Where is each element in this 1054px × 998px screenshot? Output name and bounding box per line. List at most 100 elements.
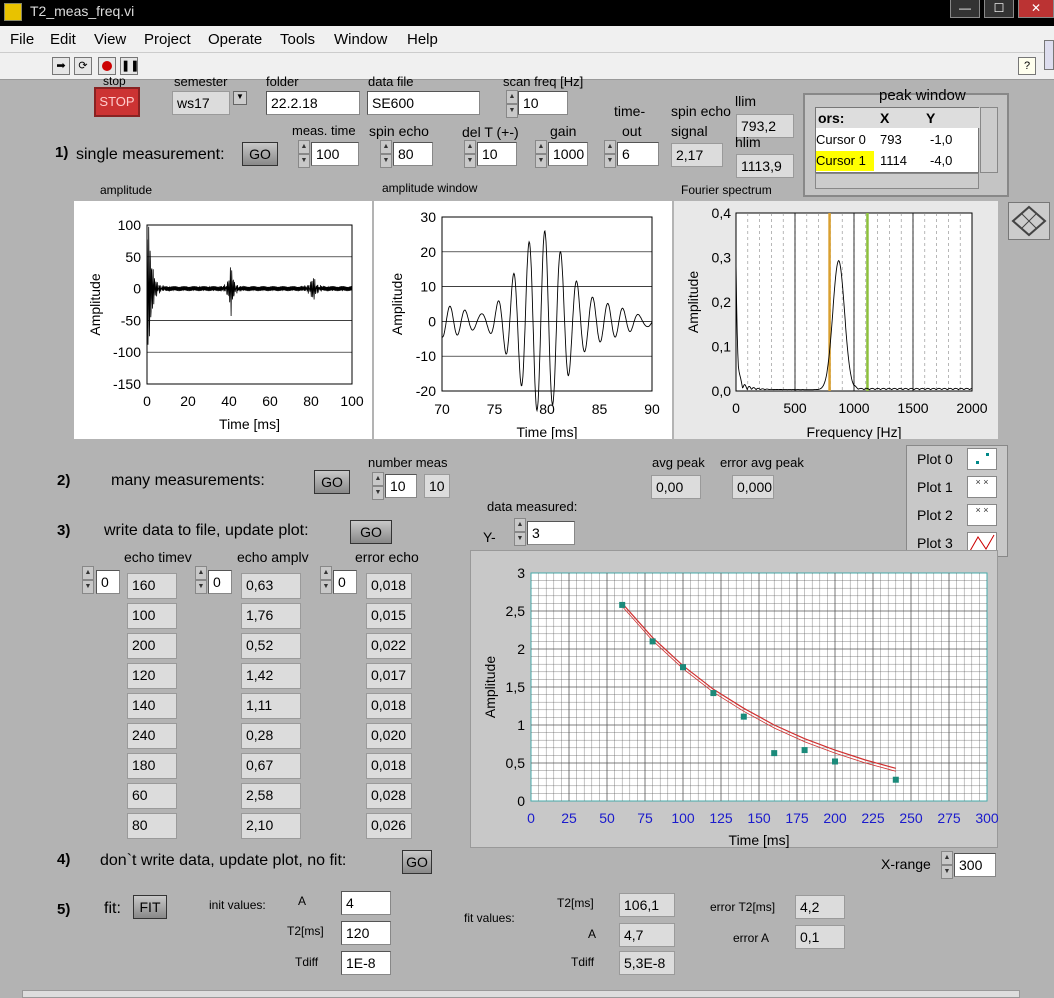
error-echo-index-stepper[interactable]: ▲ ▼ (320, 566, 332, 596)
no-write-go-button[interactable]: GO (402, 850, 432, 874)
y-input[interactable]: 3 (527, 521, 575, 545)
scanfreq-stepper[interactable]: ▲ ▼ (506, 90, 518, 120)
echo-time-cell[interactable]: 160 (127, 573, 177, 599)
echo-ampl-cell[interactable]: 2,10 (241, 813, 301, 839)
minimize-button[interactable]: — (950, 0, 980, 18)
error-echo-cell[interactable]: 0,026 (366, 813, 412, 839)
echo-ampl-cell[interactable]: 2,58 (241, 783, 301, 809)
y-tick-label: 20 (420, 244, 436, 260)
help-icon[interactable]: ? (1018, 57, 1036, 75)
error-echo-cell[interactable]: 0,018 (366, 753, 412, 779)
pause-icon[interactable]: ❚❚ (120, 57, 139, 75)
semester-select[interactable]: ws17 (172, 91, 230, 115)
folder-input[interactable]: 22.2.18 (266, 91, 360, 115)
amp-graph-title: amplitude (100, 183, 153, 197)
fourier-graph[interactable]: 0,4 0,3 0,2 0,1 0,0 0 500 1000 1500 2000 Frequency… (674, 201, 998, 440)
amplitude-graph[interactable]: 100 50 0 -50 -100 -150 0 20 40 60 80 100 Time [ms] Am… (74, 201, 372, 439)
spin-echo-stepper[interactable]: ▲ ▼ (380, 140, 392, 170)
write-go-button[interactable]: GO (350, 520, 392, 544)
echo-time-cell[interactable]: 200 (127, 633, 177, 659)
abort-icon[interactable] (98, 57, 116, 75)
stop-button[interactable]: STOP (94, 87, 140, 117)
gain-input[interactable]: 1000 (548, 142, 588, 166)
echo-ampl-cell[interactable]: 0,63 (241, 573, 301, 599)
timeout-label: time- (614, 103, 646, 119)
chevron-down-icon[interactable]: ▼ (233, 91, 247, 105)
number-meas-stepper[interactable]: ▲ ▼ (372, 472, 384, 502)
cursor-row[interactable]: Cursor 1 1114 -4,0 (816, 151, 980, 171)
spin-echo-input[interactable]: 80 (393, 142, 433, 166)
decay-graph[interactable]: 3 2,5 2 1,5 1 0,5 0 0 25 50 75 100 125 150 175 200 225 25… (470, 550, 999, 848)
timeout-stepper[interactable]: ▲ ▼ (604, 140, 616, 170)
echo-ampl-cell[interactable]: 1,76 (241, 603, 301, 629)
menu-window[interactable]: Window (334, 31, 388, 48)
number-meas-input[interactable]: 10 (385, 474, 417, 498)
meas-time-input[interactable]: 100 (311, 142, 359, 166)
x-range-input[interactable]: 300 (954, 853, 996, 877)
init-tdiff-input[interactable]: 1E-8 (341, 951, 391, 975)
echo-ampl-cell[interactable]: 1,11 (241, 693, 301, 719)
echo-time-index[interactable]: 0 (96, 570, 120, 594)
menu-project[interactable]: Project (144, 31, 191, 48)
error-echo-cell[interactable]: 0,022 (366, 633, 412, 659)
echo-time-cell[interactable]: 60 (127, 783, 177, 809)
bottom-scrollbar[interactable] (22, 990, 1020, 998)
error-echo-cell[interactable]: 0,028 (366, 783, 412, 809)
error-echo-index[interactable]: 0 (333, 570, 357, 594)
run-arrow-icon[interactable]: ➡ (52, 57, 70, 75)
error-echo-cell[interactable]: 0,015 (366, 603, 412, 629)
y-tick-label: 3 (517, 565, 525, 581)
error-echo-cell[interactable]: 0,020 (366, 723, 412, 749)
y-tick-label: 1 (517, 717, 525, 733)
init-a-input[interactable]: 4 (341, 891, 391, 915)
echo-time-cell[interactable]: 180 (127, 753, 177, 779)
echo-ampl-index-stepper[interactable]: ▲ ▼ (195, 566, 207, 596)
menu-tools[interactable]: Tools (280, 31, 316, 48)
error-echo-cell[interactable]: 0,018 (366, 693, 412, 719)
amplitude-window-graph[interactable]: 30 20 10 0 -10 -20 70 75 80 85 90 Time [ms] Amplitud… (374, 201, 672, 440)
menu-help[interactable]: Help (407, 31, 438, 48)
x-tick-label: 20 (180, 393, 196, 409)
meas-time-stepper[interactable]: ▲ ▼ (298, 140, 310, 170)
menu-edit[interactable]: Edit (50, 31, 76, 48)
scanfreq-input[interactable]: 10 (518, 91, 568, 115)
cursor-table[interactable]: ors: X Y Cursor 0 793 -1,0 Cursor 1 1114… (815, 107, 980, 173)
menu-file[interactable]: File (10, 31, 35, 48)
x-range-stepper[interactable]: ▲ ▼ (941, 851, 953, 881)
fit-button[interactable]: FIT (133, 895, 167, 919)
vertical-scrollbar[interactable] (980, 107, 998, 173)
x-tick-label: 1500 (897, 400, 928, 416)
init-t2-input[interactable]: 120 (341, 921, 391, 945)
error-echo-cell[interactable]: 0,018 (366, 573, 412, 599)
single-go-button[interactable]: GO (242, 142, 278, 166)
echo-ampl-cell[interactable]: 0,28 (241, 723, 301, 749)
echo-ampl-cell[interactable]: 0,52 (241, 633, 301, 659)
delt-input[interactable]: 10 (477, 142, 517, 166)
echo-ampl-cell[interactable]: 1,42 (241, 663, 301, 689)
echo-time-index-stepper[interactable]: ▲ ▼ (82, 566, 94, 596)
echo-time-cell[interactable]: 240 (127, 723, 177, 749)
many-go-button[interactable]: GO (314, 470, 350, 494)
plot-legend[interactable]: Plot 0 Plot 1 × × Plot 2 × × Plot 3 (906, 445, 1008, 557)
y-stepper[interactable]: ▲ ▼ (514, 518, 526, 548)
echo-time-cell[interactable]: 100 (127, 603, 177, 629)
cursor-row[interactable]: Cursor 0 793 -1,0 (816, 130, 980, 150)
run-continuously-icon[interactable]: ⟳ (74, 57, 92, 75)
error-echo-cell[interactable]: 0,017 (366, 663, 412, 689)
menu-operate[interactable]: Operate (208, 31, 263, 48)
timeout-input[interactable]: 6 (617, 142, 659, 166)
gain-stepper[interactable]: ▲ ▼ (535, 140, 547, 170)
horizontal-scrollbar[interactable] (815, 173, 979, 189)
close-button[interactable]: ✕ (1018, 0, 1054, 18)
echo-ampl-cell[interactable]: 0,67 (241, 753, 301, 779)
echo-time-cell[interactable]: 80 (127, 813, 177, 839)
maximize-button[interactable]: ☐ (984, 0, 1014, 18)
echo-time-cell[interactable]: 140 (127, 693, 177, 719)
peak-window-title: peak window (879, 87, 966, 104)
echo-time-cell[interactable]: 120 (127, 663, 177, 689)
delt-stepper[interactable]: ▲ ▼ (464, 140, 476, 170)
echo-ampl-index[interactable]: 0 (208, 570, 232, 594)
datafile-input[interactable]: SE600 (367, 91, 480, 115)
menu-view[interactable]: View (94, 31, 127, 48)
pan-tool-icon[interactable] (1008, 202, 1050, 240)
